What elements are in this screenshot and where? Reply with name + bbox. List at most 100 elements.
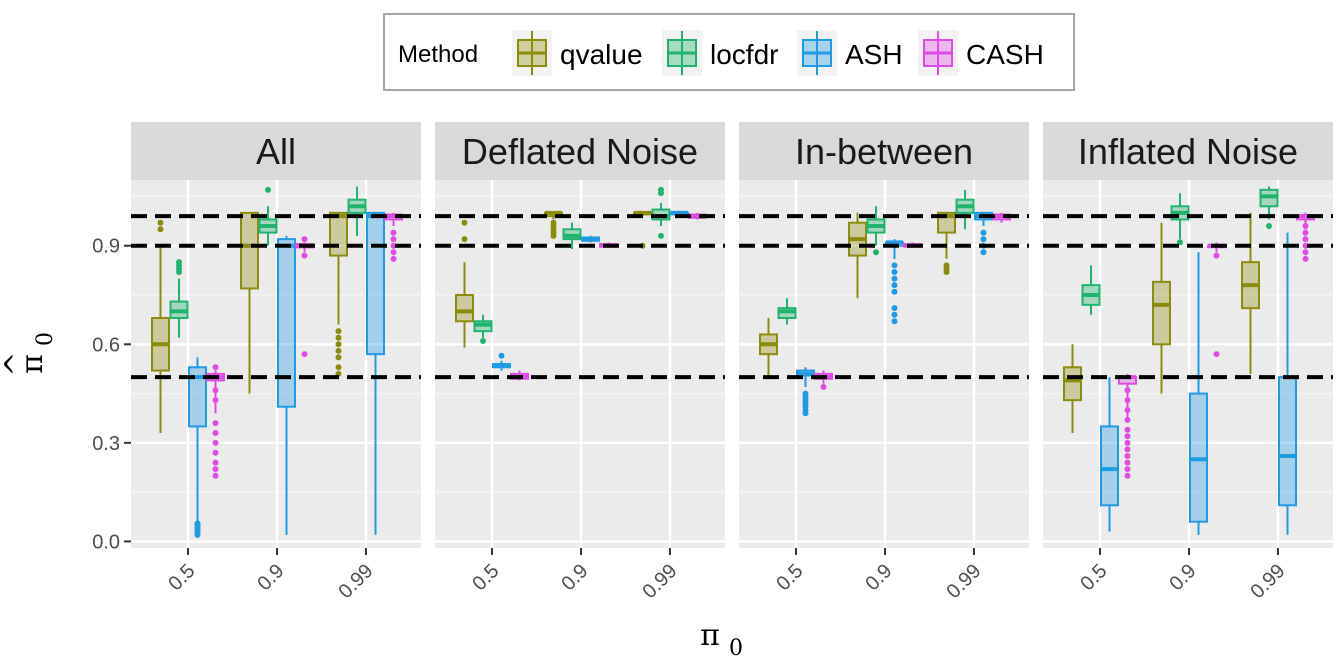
panel-strip xyxy=(739,122,1029,180)
legend-frame xyxy=(383,13,1075,91)
x-tick-label: 0.99 xyxy=(638,560,681,603)
box-body xyxy=(277,238,296,408)
outlier-point xyxy=(891,318,898,325)
y-axis: 0.0 0.3 0.6 0.9 xyxy=(92,236,131,553)
outlier-point xyxy=(176,259,182,266)
box-locfdr-0-9 xyxy=(258,186,278,246)
outlier-point xyxy=(943,262,950,269)
box-locfdr-0-99 xyxy=(347,186,367,236)
y-tick-label: 0.9 xyxy=(92,236,120,258)
outlier-point xyxy=(658,186,664,193)
outlier-point xyxy=(980,236,987,243)
outlier-point xyxy=(980,249,987,256)
outlier-point xyxy=(212,439,219,446)
box-locfdr-0-99 xyxy=(1259,186,1279,229)
outlier-point xyxy=(802,390,809,397)
panel-all: All 0.5 0.9 0.99 xyxy=(131,122,421,603)
box-body xyxy=(366,211,385,356)
x-axis-title: π xyxy=(700,618,720,653)
outlier-point xyxy=(1302,255,1309,262)
outlier-point xyxy=(1266,223,1272,229)
y-tick-label: 0.0 xyxy=(92,531,120,553)
box-qvalue-0-99 xyxy=(1241,212,1260,374)
box-ash-0-5 xyxy=(796,367,815,417)
y-tick-label: 0.6 xyxy=(92,334,120,356)
outlier-point xyxy=(212,466,219,473)
outlier-point xyxy=(335,347,342,354)
outlier-point xyxy=(1213,351,1220,358)
box-ash-0-5 xyxy=(188,357,207,538)
outlier-point xyxy=(1124,426,1131,433)
y-axis-title-hat: ^ xyxy=(0,351,34,376)
x-axis-title-subscript: 0 xyxy=(729,636,743,661)
box-locfdr-0-5 xyxy=(1081,265,1101,315)
y-axis-title: π^ 0 xyxy=(0,332,58,377)
box-qvalue-0-5 xyxy=(151,219,170,433)
outlier-point xyxy=(301,236,308,243)
outlier-point xyxy=(335,354,342,361)
outlier-point xyxy=(212,430,219,436)
box-cash-0-5 xyxy=(1118,373,1137,479)
outlier-point xyxy=(390,236,397,243)
outlier-point xyxy=(820,384,827,390)
outlier-point xyxy=(1124,439,1131,446)
box-body xyxy=(240,211,259,290)
outlier-point xyxy=(1124,459,1131,466)
outlier-point xyxy=(301,351,308,358)
panel-title: In-between xyxy=(795,131,973,172)
outlier-point xyxy=(891,311,898,318)
box-qvalue-0-9 xyxy=(240,211,259,394)
outlier-point xyxy=(212,364,219,371)
panel-title: Deflated Noise xyxy=(462,131,698,172)
box-qvalue-0-5 xyxy=(455,219,474,348)
panel-strip xyxy=(131,122,421,180)
outlier-point xyxy=(1124,446,1131,453)
outlier-point xyxy=(480,338,486,344)
outlier-point xyxy=(212,397,219,404)
outlier-point xyxy=(891,269,898,275)
legend-item-cash: CASH xyxy=(918,30,1044,76)
outlier-point xyxy=(335,341,342,348)
panel-title: Inflated Noise xyxy=(1078,131,1298,172)
box-body xyxy=(455,294,474,323)
x-tick-label: 0.5 xyxy=(1076,560,1111,595)
outlier-point xyxy=(335,328,342,335)
box-ash-0-9 xyxy=(581,235,600,243)
box-ash-0-5 xyxy=(492,352,511,371)
x-tick-label: 0.99 xyxy=(942,560,985,603)
y-tick-label: 0.3 xyxy=(92,433,120,455)
legend-title: Method xyxy=(398,41,478,68)
box-locfdr-0-5 xyxy=(169,259,189,338)
outlier-point xyxy=(891,275,898,282)
legend: Method qvalue locfdr ASH CASH xyxy=(383,13,1075,91)
panel-inflated-noise: Inflated Noise 0.5 0.9 0.99 xyxy=(1043,122,1333,603)
box-body xyxy=(1063,366,1082,402)
box-locfdr-0-9 xyxy=(562,222,582,249)
legend-label: qvalue xyxy=(560,39,643,70)
outlier-point xyxy=(550,219,557,226)
outlier-point xyxy=(335,334,342,341)
panel-strip xyxy=(435,122,725,180)
outlier-point xyxy=(891,282,898,289)
x-tick-label: 0.9 xyxy=(1165,560,1200,595)
outlier-point xyxy=(335,364,342,371)
outlier-point xyxy=(1124,453,1131,459)
x-tick-label: 0.5 xyxy=(468,560,503,595)
panel-strip xyxy=(1043,122,1333,180)
outlier-point xyxy=(658,232,664,239)
outlier-point xyxy=(1124,466,1131,473)
outlier-point xyxy=(212,449,219,456)
box-ash-0-5 xyxy=(1100,377,1119,532)
x-tick-label: 0.9 xyxy=(861,560,896,595)
outlier-point xyxy=(212,387,219,394)
axis-titles: π 0π^0 xyxy=(0,332,743,661)
y-axis-title-symbol: π xyxy=(15,354,50,374)
box-ash-0-9 xyxy=(277,235,296,535)
outlier-point xyxy=(461,219,468,226)
outlier-point xyxy=(1302,236,1309,243)
x-tick-label: 0.5 xyxy=(164,560,199,595)
legend-label: CASH xyxy=(966,39,1044,70)
box-ash-0-9 xyxy=(1189,252,1208,535)
